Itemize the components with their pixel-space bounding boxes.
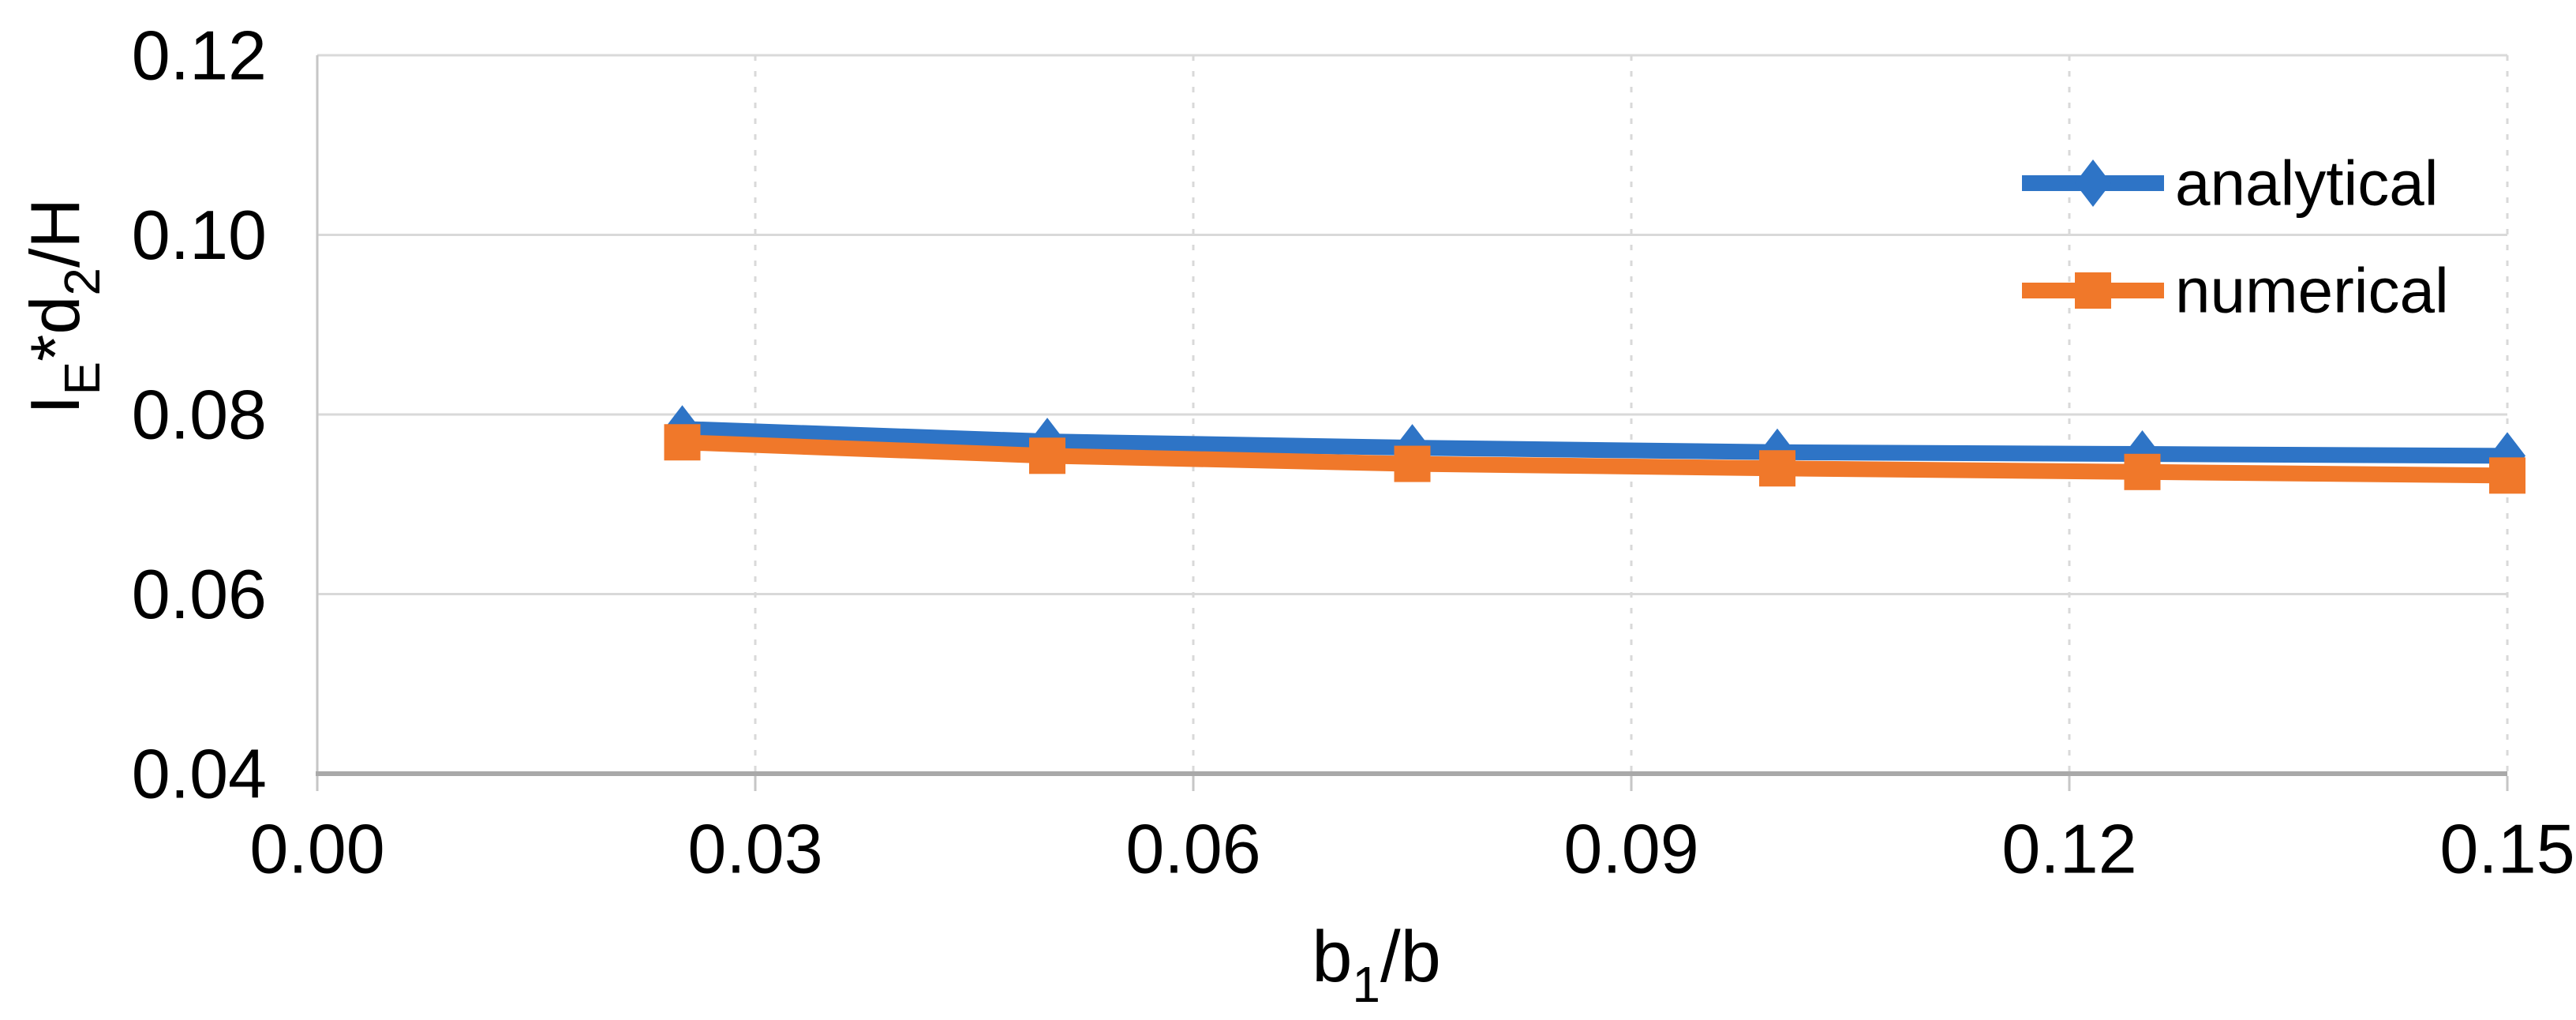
x-tick-label: 0.06 <box>1125 810 1260 888</box>
series-line-analytical <box>674 421 2515 464</box>
y-tick-label: 0.12 <box>132 17 267 95</box>
series-marker-numerical <box>1394 445 1431 482</box>
axis-labels-group: 0.04 0.06 0.08 0.10 0.12 0.00 0.03 0.06 0.09 0.12… <box>16 17 2575 1014</box>
series-marker-numerical <box>1759 450 1795 487</box>
y-tick-label: 0.08 <box>132 376 267 454</box>
x-tick-label: 0.12 <box>2001 810 2136 888</box>
legend-group: analytical numerical <box>2022 148 2449 326</box>
x-tick-label: 0.03 <box>687 810 822 888</box>
axis-title-run: I <box>16 396 94 414</box>
axis-title-subscript: 2 <box>54 268 110 296</box>
axis-title-run: *d <box>16 296 94 362</box>
legend-label-numerical: numerical <box>2175 256 2449 326</box>
legend-marker-analytical <box>2075 159 2111 207</box>
axis-title-run: /b <box>1380 917 1441 997</box>
axis-title-subscript: 1 <box>1352 956 1380 1013</box>
series-marker-numerical <box>664 424 701 461</box>
y-tick-label: 0.04 <box>132 735 267 813</box>
axis-title-run: /H <box>16 198 94 268</box>
y-tick-label: 0.10 <box>132 196 267 274</box>
y-axis-title: IE*d2/H <box>16 198 110 414</box>
series-marker-numerical <box>2124 453 2161 490</box>
series-group <box>664 405 2525 494</box>
x-tick-label: 0.15 <box>2439 810 2574 888</box>
series-marker-numerical <box>2489 457 2525 494</box>
axis-title-run: b <box>1312 917 1352 997</box>
legend-label-analytical: analytical <box>2175 148 2439 219</box>
axes-group <box>316 55 2509 791</box>
x-tick-label: 0.09 <box>1563 810 1698 888</box>
axis-title-subscript: E <box>54 362 110 396</box>
series-line-numerical <box>674 434 2515 484</box>
legend-marker-numerical <box>2075 272 2111 309</box>
x-axis-title: b1/b <box>1312 917 1441 1013</box>
series-marker-numerical <box>1029 437 1065 474</box>
y-tick-label: 0.06 <box>132 555 267 633</box>
x-tick-label: 0.00 <box>249 810 384 888</box>
